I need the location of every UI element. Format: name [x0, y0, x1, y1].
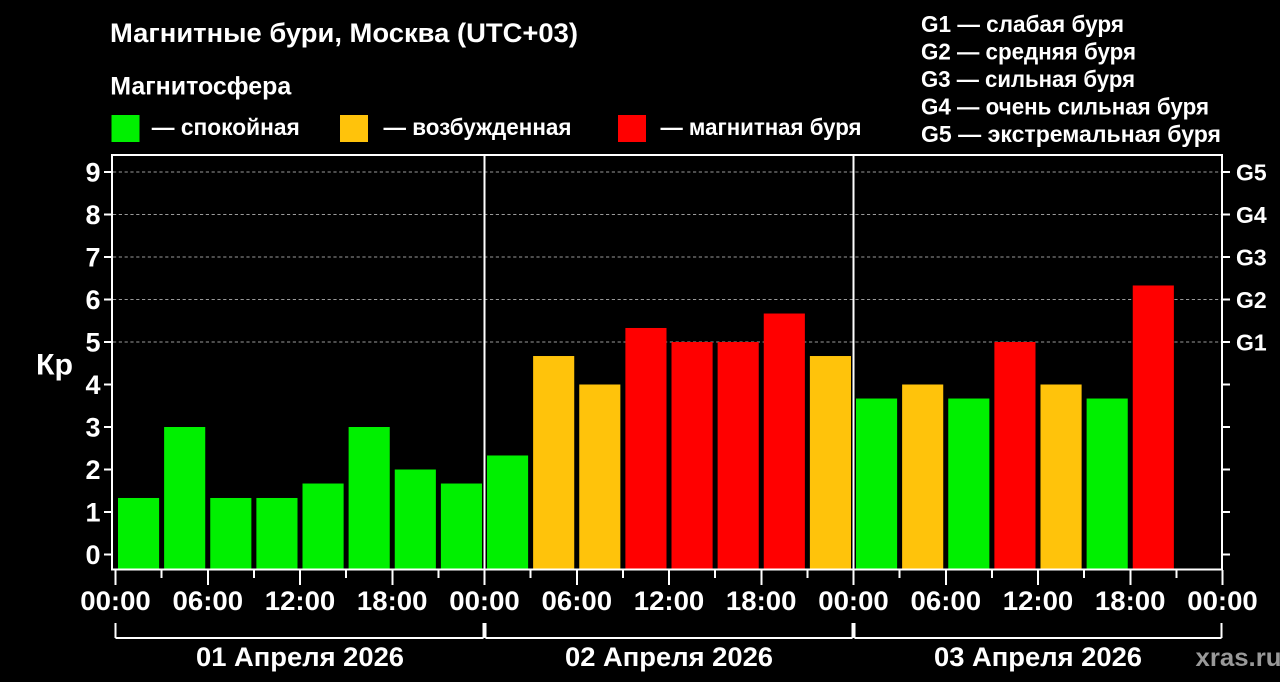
- svg-text:— возбужденная: — возбужденная: [384, 114, 572, 140]
- svg-text:00:00: 00:00: [449, 586, 520, 616]
- svg-text:12:00: 12:00: [265, 586, 336, 616]
- svg-text:— спокойная: — спокойная: [152, 114, 300, 140]
- svg-text:18:00: 18:00: [357, 586, 428, 616]
- svg-text:06:00: 06:00: [542, 586, 613, 616]
- svg-text:03 Апреля 2026: 03 Апреля 2026: [934, 642, 1142, 672]
- svg-text:4: 4: [85, 370, 100, 400]
- svg-text:06:00: 06:00: [911, 586, 982, 616]
- svg-text:G1 — слабая буря: G1 — слабая буря: [921, 11, 1124, 37]
- svg-text:G5 — экстремальная буря: G5 — экстремальная буря: [921, 121, 1221, 147]
- svg-text:8: 8: [85, 200, 100, 230]
- svg-text:00:00: 00:00: [80, 586, 151, 616]
- svg-text:Магнитосфера: Магнитосфера: [110, 73, 292, 101]
- svg-text:18:00: 18:00: [1095, 586, 1166, 616]
- svg-text:3: 3: [85, 413, 100, 443]
- svg-text:0: 0: [85, 540, 100, 570]
- svg-text:12:00: 12:00: [634, 586, 705, 616]
- svg-text:G2: G2: [1236, 287, 1267, 313]
- svg-text:02 Апреля 2026: 02 Апреля 2026: [565, 642, 773, 672]
- svg-text:00:00: 00:00: [818, 586, 889, 616]
- svg-text:G5: G5: [1236, 160, 1267, 186]
- svg-text:G2 — средняя буря: G2 — средняя буря: [921, 39, 1136, 65]
- svg-text:xras.ru: xras.ru: [1196, 644, 1280, 672]
- svg-text:Магнитные бури, Москва (UTC+03: Магнитные бури, Москва (UTC+03): [110, 18, 578, 48]
- svg-text:12:00: 12:00: [1003, 586, 1074, 616]
- svg-text:5: 5: [85, 328, 100, 358]
- svg-text:Кр: Кр: [36, 349, 73, 382]
- svg-text:G3 — сильная буря: G3 — сильная буря: [921, 66, 1135, 92]
- svg-text:9: 9: [85, 158, 100, 188]
- svg-text:G1: G1: [1236, 330, 1267, 356]
- svg-text:G4: G4: [1236, 202, 1267, 228]
- svg-text:G3: G3: [1236, 245, 1267, 271]
- svg-text:G4 — очень сильная буря: G4 — очень сильная буря: [921, 94, 1209, 120]
- svg-text:01 Апреля 2026: 01 Апреля 2026: [196, 642, 404, 672]
- svg-text:2: 2: [85, 455, 100, 485]
- svg-text:7: 7: [85, 243, 100, 273]
- svg-text:00:00: 00:00: [1187, 586, 1258, 616]
- svg-text:06:00: 06:00: [173, 586, 244, 616]
- svg-text:6: 6: [85, 285, 100, 315]
- svg-text:1: 1: [85, 498, 100, 528]
- svg-text:— магнитная буря: — магнитная буря: [661, 114, 862, 140]
- svg-text:18:00: 18:00: [726, 586, 797, 616]
